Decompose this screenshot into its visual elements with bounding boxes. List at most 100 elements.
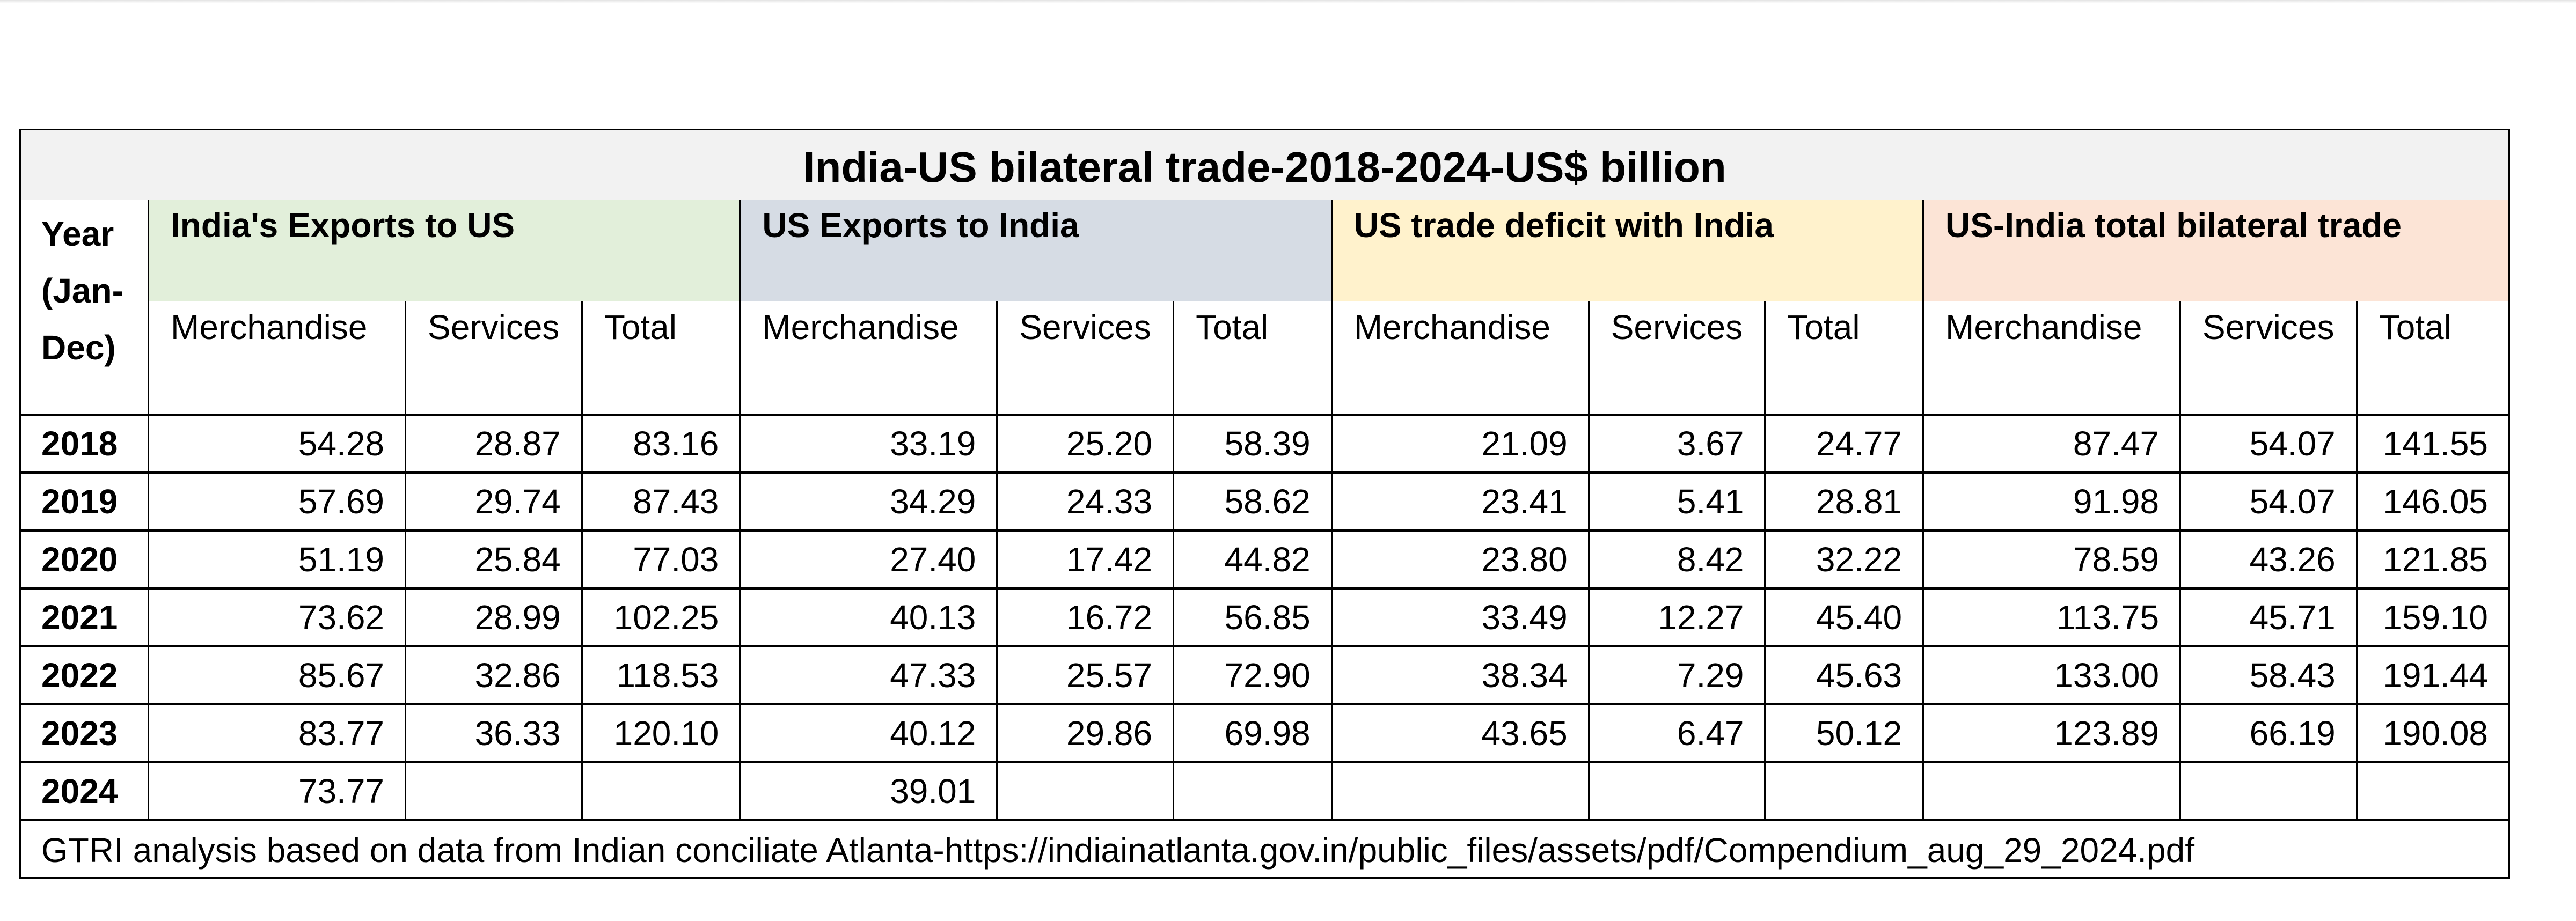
trade-table: India-US bilateral trade-2018-2024-US$ b… <box>21 130 2508 879</box>
year-cell: 2022 <box>21 646 149 705</box>
value-cell: 87.43 <box>581 473 740 532</box>
year-cell: 2024 <box>21 762 149 821</box>
value-cell <box>1764 762 1923 821</box>
value-cell: 33.19 <box>739 415 997 474</box>
value-cell: 24.33 <box>996 473 1174 532</box>
value-cell: 39.01 <box>739 762 997 821</box>
value-cell <box>1587 762 1765 821</box>
table-row: 2024 73.77 39.01 <box>21 762 2508 821</box>
value-cell <box>996 762 1174 821</box>
value-cell: 7.29 <box>1587 646 1765 705</box>
value-cell: 29.74 <box>405 473 582 532</box>
value-cell: 6.47 <box>1587 704 1765 763</box>
table-row: 2019 57.69 29.74 87.43 34.29 24.33 58.62 23.41 5… <box>21 473 2508 532</box>
value-cell: 25.20 <box>996 415 1174 474</box>
top-shadow <box>0 0 2576 3</box>
value-cell: 16.72 <box>996 588 1174 647</box>
value-cell: 21.09 <box>1330 415 1589 474</box>
value-cell: 23.80 <box>1330 531 1589 590</box>
subheader-services: Services <box>1587 301 1765 416</box>
value-cell: 45.63 <box>1764 646 1923 705</box>
value-cell: 40.12 <box>739 704 997 763</box>
value-cell: 121.85 <box>2355 531 2508 590</box>
value-cell: 133.00 <box>1922 646 2180 705</box>
table-row: 2020 51.19 25.84 77.03 27.40 17.42 44.82 23.80 8… <box>21 531 2508 590</box>
value-cell: 83.16 <box>581 415 740 474</box>
value-cell: 50.12 <box>1764 704 1923 763</box>
source-note: GTRI analysis based on data from Indian … <box>41 831 2194 870</box>
group-header-us-exports: US Exports to India <box>739 200 1332 301</box>
trade-table-sheet: India-US bilateral trade-2018-2024-US$ b… <box>19 129 2510 879</box>
value-cell: 47.33 <box>739 646 997 705</box>
value-cell <box>2355 762 2508 821</box>
value-cell: 17.42 <box>996 531 1174 590</box>
value-cell: 28.87 <box>405 415 582 474</box>
value-cell: 45.71 <box>2179 588 2357 647</box>
subheader-services: Services <box>405 301 582 416</box>
table-row: 2022 85.67 32.86 118.53 47.33 25.57 72.90 38.34… <box>21 646 2508 705</box>
value-cell: 36.33 <box>405 704 582 763</box>
value-cell: 58.62 <box>1173 473 1332 532</box>
value-cell: 54.07 <box>2179 415 2357 474</box>
value-cell: 123.89 <box>1922 704 2180 763</box>
value-cell: 5.41 <box>1587 473 1765 532</box>
subheader-total: Total <box>581 301 740 416</box>
value-cell: 28.81 <box>1764 473 1923 532</box>
value-cell: 27.40 <box>739 531 997 590</box>
year-cell: 2018 <box>21 415 149 474</box>
value-cell: 113.75 <box>1922 588 2180 647</box>
value-cell: 54.28 <box>147 415 406 474</box>
subheader-total: Total <box>2355 301 2508 416</box>
subheader-merchandise: Merchandise <box>739 301 997 416</box>
value-cell: 85.67 <box>147 646 406 705</box>
value-cell: 146.05 <box>2355 473 2508 532</box>
subheader-merchandise: Merchandise <box>1922 301 2180 416</box>
value-cell: 120.10 <box>581 704 740 763</box>
value-cell: 118.53 <box>581 646 740 705</box>
year-cell: 2023 <box>21 704 149 763</box>
value-cell: 77.03 <box>581 531 740 590</box>
value-cell: 66.19 <box>2179 704 2357 763</box>
value-cell: 57.69 <box>147 473 406 532</box>
group-header-india-exports: India's Exports to US <box>147 200 740 301</box>
value-cell: 190.08 <box>2355 704 2508 763</box>
value-cell: 87.47 <box>1922 415 2180 474</box>
value-cell: 191.44 <box>2355 646 2508 705</box>
value-cell: 73.62 <box>147 588 406 647</box>
value-cell: 24.77 <box>1764 415 1923 474</box>
value-cell: 25.57 <box>996 646 1174 705</box>
subheader-services: Services <box>2179 301 2357 416</box>
year-cell: 2021 <box>21 588 149 647</box>
table-row: 2018 54.28 28.87 83.16 33.19 25.20 58.39 21.09 3… <box>21 415 2508 474</box>
value-cell: 33.49 <box>1330 588 1589 647</box>
year-column-header: Year (Jan-Dec) <box>21 200 149 416</box>
subheader-merchandise: Merchandise <box>147 301 406 416</box>
subheader-services: Services <box>996 301 1174 416</box>
value-cell: 78.59 <box>1922 531 2180 590</box>
value-cell: 54.07 <box>2179 473 2357 532</box>
value-cell <box>1173 762 1332 821</box>
group-header-total-trade: US-India total bilateral trade <box>1922 200 2508 301</box>
year-cell: 2019 <box>21 473 149 532</box>
value-cell: 25.84 <box>405 531 582 590</box>
value-cell: 12.27 <box>1587 588 1765 647</box>
value-cell <box>581 762 740 821</box>
value-cell: 56.85 <box>1173 588 1332 647</box>
value-cell <box>2179 762 2357 821</box>
value-cell: 43.26 <box>2179 531 2357 590</box>
value-cell: 34.29 <box>739 473 997 532</box>
value-cell: 44.82 <box>1173 531 1332 590</box>
value-cell: 40.13 <box>739 588 997 647</box>
subheader-merchandise: Merchandise <box>1330 301 1589 416</box>
value-cell: 8.42 <box>1587 531 1765 590</box>
subheader-total: Total <box>1764 301 1923 416</box>
value-cell: 69.98 <box>1173 704 1332 763</box>
value-cell: 32.86 <box>405 646 582 705</box>
value-cell: 102.25 <box>581 588 740 647</box>
value-cell: 58.43 <box>2179 646 2357 705</box>
value-cell: 72.90 <box>1173 646 1332 705</box>
value-cell: 23.41 <box>1330 473 1589 532</box>
group-header-us-deficit: US trade deficit with India <box>1330 200 1923 301</box>
value-cell: 159.10 <box>2355 588 2508 647</box>
value-cell: 43.65 <box>1330 704 1589 763</box>
